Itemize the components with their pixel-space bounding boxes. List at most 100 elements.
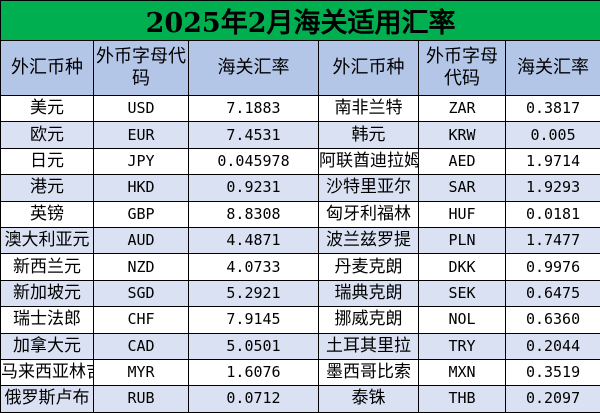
cell-text: PLN (448, 231, 476, 250)
cell-text: NOL (448, 310, 476, 329)
table-cell: 0.3817 (504, 94, 600, 123)
cell-text: 5.2921 (226, 283, 281, 302)
cell-text: 阿联酋迪拉姆 (319, 150, 418, 171)
cell-text: 日元 (30, 150, 64, 171)
cell-text: ZAR (448, 99, 476, 118)
table-row: 欧元 EUR 7.4531 韩元 KRW 0.005 (0, 121, 600, 149)
header-cell: 外汇币种 (0, 40, 94, 96)
table-cell: JPY (93, 147, 189, 176)
cell-text: 0.0712 (226, 389, 281, 408)
cell-text: 墨西哥比索 (326, 362, 411, 383)
table-cell: 俄罗斯卢布 (0, 385, 94, 413)
table-cell: 瑞典克朗 (318, 279, 419, 308)
cell-text: 0.6360 (525, 310, 581, 329)
cell-text: 0.3519 (525, 363, 581, 382)
cell-text: 俄罗斯卢布 (4, 388, 90, 409)
table-cell: 泰铢 (318, 385, 419, 413)
cell-text: JPY (127, 151, 155, 170)
table-cell: SGD (93, 279, 189, 308)
cell-text: 0.045978 (217, 151, 290, 170)
table-row: 马来西亚林吉特 MYR 1.6076 墨西哥比索 MXN 0.3519 (0, 358, 600, 387)
table-cell: 0.045978 (188, 147, 319, 176)
table-cell: 4.0733 (188, 253, 319, 281)
header-cell: 外币字母代码 (418, 40, 506, 96)
cell-text: CAD (127, 336, 155, 355)
table-cell: 0.3519 (504, 358, 600, 387)
table-row: 港元 HKD 0.9231 沙特里亚尔 SAR 1.9293 (0, 174, 600, 202)
cell-text: SEK (448, 283, 476, 302)
table-cell: 英镑 (0, 200, 94, 228)
table-cell: USD (93, 94, 189, 123)
table-cell: HKD (93, 174, 189, 202)
table-cell: AUD (93, 226, 189, 255)
cell-text: 瑞典克朗 (334, 282, 403, 303)
table-row: 新西兰元 NZD 4.0733 丹麦克朗 DKK 0.9976 (0, 253, 600, 281)
header-cell: 外币字母代码 (93, 40, 189, 96)
table-cell: 8.8308 (188, 200, 319, 228)
table-cell: 瑞士法郎 (0, 306, 94, 334)
table-cell: 7.9145 (188, 306, 319, 334)
cell-text: 0.6475 (525, 283, 581, 302)
cell-text: 8.8308 (226, 204, 281, 223)
table-cell: TRY (418, 332, 506, 360)
cell-text: 新西兰元 (13, 256, 81, 277)
cell-text: 加拿大元 (13, 335, 81, 356)
table-cell: 4.4871 (188, 226, 319, 255)
table-cell: 新加坡元 (0, 279, 94, 308)
table-cell: 0.0181 (504, 200, 600, 228)
table-body: 美元 USD 7.1883 南非兰特 ZAR 0.3817 欧元 EUR 7.4531 韩元 KRW… (0, 94, 600, 413)
table-cell: RUB (93, 385, 189, 413)
table-cell: 挪威克朗 (318, 306, 419, 334)
cell-text: 7.1883 (226, 99, 281, 118)
table-cell: 南非兰特 (318, 94, 419, 123)
table-row: 俄罗斯卢布 RUB 0.0712 泰铢 THB 0.2097 (0, 385, 600, 413)
table-cell: ZAR (418, 94, 506, 123)
table-cell: 土耳其里拉 (318, 332, 419, 360)
cell-text: 波兰兹罗提 (326, 230, 411, 251)
table-cell: SEK (418, 279, 506, 308)
cell-text: TRY (448, 336, 476, 355)
table-cell: MXN (418, 358, 506, 387)
cell-text: 挪威克朗 (334, 309, 403, 330)
table-cell: 日元 (0, 147, 94, 176)
table-cell: 0.9976 (504, 253, 600, 281)
cell-text: CHF (127, 310, 155, 329)
cell-text: 澳大利亚元 (4, 230, 90, 251)
table-cell: 0.6475 (504, 279, 600, 308)
cell-text: KRW (448, 125, 476, 144)
cell-text: 欧元 (30, 124, 64, 145)
table-cell: 0.6360 (504, 306, 600, 334)
table-cell: 7.4531 (188, 121, 319, 149)
cell-text: 4.0733 (226, 257, 281, 276)
table-cell: 港元 (0, 174, 94, 202)
table-cell: 韩元 (318, 121, 419, 149)
table-cell: 丹麦克朗 (318, 253, 419, 281)
table-row: 澳大利亚元 AUD 4.4871 波兰兹罗提 PLN 1.7477 (0, 226, 600, 255)
table-cell: AED (418, 147, 506, 176)
table-cell: 1.6076 (188, 358, 319, 387)
cell-text: 泰铢 (351, 388, 386, 409)
table-cell: 沙特里亚尔 (318, 174, 419, 202)
cell-text: 沙特里亚尔 (326, 177, 411, 198)
cell-text: EUR (127, 125, 155, 144)
table-cell: 5.2921 (188, 279, 319, 308)
table-cell: HUF (418, 200, 506, 228)
cell-text: 0.3817 (525, 99, 581, 118)
table-cell: 阿联酋迪拉姆 (318, 147, 419, 176)
table-cell: NZD (93, 253, 189, 281)
table-cell: 1.9714 (504, 147, 600, 176)
table-cell: 0.2044 (504, 332, 600, 360)
table-cell: 澳大利亚元 (0, 226, 94, 255)
table-cell: 0.005 (504, 121, 600, 149)
table-cell: 匈牙利福林 (318, 200, 419, 228)
table-cell: CHF (93, 306, 189, 334)
cell-text: 0.005 (530, 125, 576, 144)
header-cell: 外汇币种 (318, 40, 419, 96)
cell-text: 新加坡元 (13, 282, 81, 303)
table-cell: 欧元 (0, 121, 94, 149)
cell-text: HUF (448, 204, 476, 223)
table-cell: CAD (93, 332, 189, 360)
table-cell: 0.0712 (188, 385, 319, 413)
